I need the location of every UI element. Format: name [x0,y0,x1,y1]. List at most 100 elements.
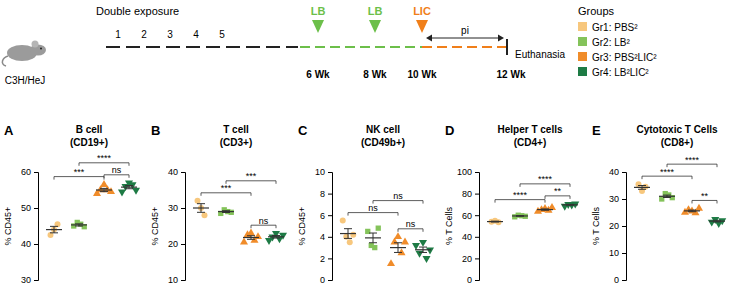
mean-line [487,221,503,222]
error-bar-stem [201,204,202,213]
error-bar-cap [222,212,230,213]
data-point [195,198,201,204]
data-point [422,256,430,263]
mean-line [709,221,725,222]
data-point [347,239,353,245]
tick-mark [622,253,626,254]
mouse-tail [2,56,8,66]
mean-line [218,211,234,212]
tick-mark [622,280,626,281]
y-tick: 8 [320,189,332,199]
data-point [695,204,703,211]
data-point [279,233,287,240]
tick-label: 80 [462,189,472,199]
event-label: LIC [413,5,431,17]
legend-swatch [578,22,587,31]
data-point [340,218,346,224]
tick-label: 8 [320,189,325,199]
significance-label: **** [538,174,553,184]
y-axis-line [622,173,627,281]
tick-label: 20 [609,221,619,231]
panel-subtitle: (CD49b+) [361,137,405,148]
y-tick: 0 [320,275,332,285]
data-marks [634,181,726,228]
error-bar-stem [54,226,55,232]
panel-label: D [445,123,454,138]
error-bar-cap [344,228,352,229]
error-bar [50,226,58,232]
legend: GroupsGr1: PBS²Gr2: LB²Gr3: PBS²LIC²Gr4:… [578,5,657,78]
error-bar-cap [222,210,230,211]
error-bar-cap [638,185,646,186]
error-bar-cap [369,242,377,243]
diagram-title: Double exposure [96,5,179,17]
y-tick: 100 [457,167,479,177]
error-bar [344,229,352,239]
tick-mark [475,280,479,281]
error-bar-cap [344,238,352,239]
mean-line [659,196,675,197]
event-marker [312,20,324,33]
y-tick: 10 [609,248,626,258]
panel-title: Helper T cells [497,124,562,135]
y-axis-title: % CD45+ [3,207,13,246]
data-point [350,232,356,238]
significance-label: *** [74,167,85,177]
tick-label: 30 [168,203,178,213]
error-bar-stem [348,229,349,239]
panel-label: B [151,123,160,138]
data-point [132,188,140,195]
error-bar [369,233,377,243]
tick-mark [475,194,479,195]
data-point [419,240,427,247]
error-bar-cap [75,223,83,224]
y-axis: 010203040 [609,167,627,285]
data-point [107,187,115,194]
error-bar-cap [50,226,58,227]
error-bar-cap [713,220,721,221]
y-tick: 30 [168,203,185,213]
tick-mark [181,172,185,173]
arrow-head [426,35,432,42]
error-bar-cap [394,242,402,243]
panel-label: A [4,123,14,138]
data-point [372,245,377,250]
mean-line [71,224,87,225]
event-time: 10 Wk [408,69,437,80]
event-label: LB [368,5,383,17]
significance-label: *** [221,183,232,193]
panel: DHelper T cells(CD4+)020406080100% T Cel… [444,123,579,285]
event-time: 8 Wk [363,69,387,80]
error-bar [541,209,549,210]
tick-mark [622,226,626,227]
error-bar [491,221,499,223]
tick-label: 40 [21,239,31,249]
tick-mark [34,244,38,245]
y-axis-line [34,173,39,281]
error-bar [663,195,671,197]
y-axis-title: % T Cells [591,206,601,245]
week-number: 1 [115,29,121,40]
y-axis-title: % T Cells [444,206,454,245]
error-bar-cap [688,210,696,211]
y-tick: 6 [320,211,332,221]
tick-label: 40 [168,167,178,177]
end-time: 12 Wk [497,69,526,80]
mouse-ear [32,41,39,48]
tick-mark [181,208,185,209]
tick-mark [475,215,479,216]
error-bar-cap [516,215,524,216]
tick-mark [475,172,479,173]
y-tick: 80 [462,189,479,199]
data-marks [487,202,579,226]
tick-label: 40 [609,167,619,177]
significance-label: **** [513,190,528,200]
error-bar-cap [491,221,499,222]
error-bar [100,188,108,191]
data-point [247,229,255,236]
error-bar [688,210,696,212]
interval-arrow [429,38,501,39]
tick-mark [34,208,38,209]
error-bar-cap [75,226,83,227]
error-bar-stem [398,243,399,253]
